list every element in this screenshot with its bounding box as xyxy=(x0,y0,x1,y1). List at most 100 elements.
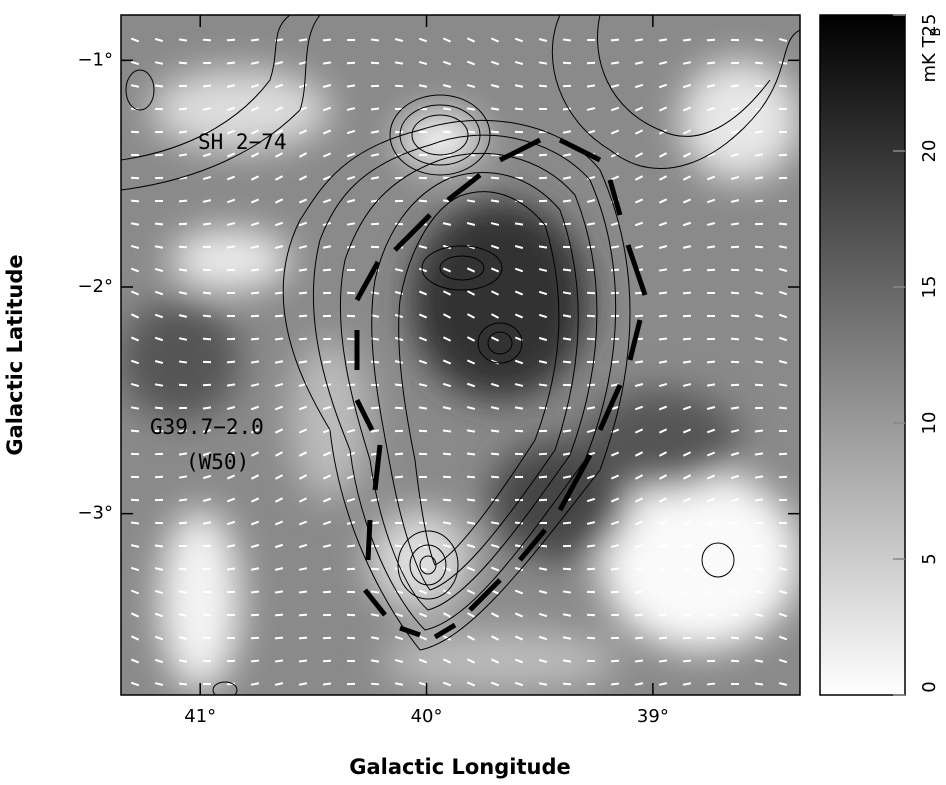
vector xyxy=(490,37,500,43)
vector xyxy=(586,428,596,434)
vector xyxy=(178,498,188,502)
vector xyxy=(346,613,356,617)
vector xyxy=(202,613,212,617)
vector xyxy=(394,360,404,364)
vector xyxy=(586,222,596,226)
vector xyxy=(490,612,500,618)
vector xyxy=(730,613,740,617)
vector xyxy=(250,383,260,387)
vector xyxy=(658,682,668,686)
vector xyxy=(442,429,452,433)
vector xyxy=(610,567,620,571)
vector xyxy=(514,429,524,433)
vector xyxy=(514,406,524,410)
vector xyxy=(178,38,188,42)
vector xyxy=(442,130,452,134)
vector xyxy=(394,130,404,134)
vector xyxy=(466,543,476,549)
vector xyxy=(754,636,764,640)
vector xyxy=(394,544,404,548)
vector xyxy=(322,405,332,411)
x-axis-label: Galactic Longitude xyxy=(349,755,570,779)
vector xyxy=(778,290,788,296)
vector xyxy=(274,268,284,272)
vector xyxy=(346,175,356,181)
vector xyxy=(562,429,572,433)
vector xyxy=(730,314,740,318)
vector xyxy=(466,521,476,525)
vector xyxy=(370,130,380,134)
vector xyxy=(322,129,332,135)
vector xyxy=(706,61,716,65)
vector xyxy=(466,681,476,687)
vector xyxy=(322,590,332,594)
vector xyxy=(298,198,308,204)
vector xyxy=(754,176,764,180)
vector xyxy=(490,543,500,549)
vector xyxy=(130,544,140,548)
vector xyxy=(274,198,284,204)
colorbar xyxy=(819,14,906,696)
vector xyxy=(202,337,212,341)
vector xyxy=(274,520,284,526)
vector xyxy=(466,290,476,296)
vector xyxy=(778,612,788,618)
vector xyxy=(658,129,668,135)
vector xyxy=(778,84,788,88)
vector xyxy=(370,429,380,433)
vector xyxy=(634,520,644,526)
vector xyxy=(490,130,500,134)
vector xyxy=(730,474,740,480)
vector xyxy=(322,198,332,204)
vector xyxy=(226,451,236,457)
vector xyxy=(250,268,260,272)
y-tick-label: −2° xyxy=(77,276,113,297)
vector xyxy=(658,659,668,663)
vector xyxy=(562,475,572,479)
vector xyxy=(658,38,668,42)
vector xyxy=(370,682,380,686)
vector xyxy=(250,152,260,158)
vector xyxy=(298,175,308,181)
vector xyxy=(490,84,500,88)
vector xyxy=(490,452,500,456)
vector xyxy=(298,152,308,158)
vector xyxy=(370,613,380,617)
vector xyxy=(682,360,692,364)
vector xyxy=(130,222,140,226)
vector xyxy=(754,291,764,295)
vector xyxy=(202,107,212,111)
vector xyxy=(202,474,212,480)
vector xyxy=(322,451,332,457)
vector xyxy=(514,313,524,319)
vector xyxy=(250,245,260,249)
vector xyxy=(538,590,548,594)
vector xyxy=(490,290,500,296)
vector xyxy=(370,360,380,364)
vector xyxy=(490,475,500,479)
vector xyxy=(202,199,212,203)
vector xyxy=(658,337,668,341)
vector xyxy=(754,38,764,42)
vector xyxy=(298,682,308,686)
vector xyxy=(275,474,283,480)
vector xyxy=(130,566,140,572)
vector xyxy=(466,452,476,456)
vector xyxy=(610,268,620,272)
vector xyxy=(490,382,500,388)
vector xyxy=(658,567,668,571)
vector xyxy=(442,37,452,43)
vector xyxy=(754,337,764,341)
vector xyxy=(418,589,428,595)
vector xyxy=(250,291,260,295)
vector xyxy=(562,130,572,134)
vector xyxy=(154,61,164,65)
vector xyxy=(250,613,260,617)
vector xyxy=(706,222,716,226)
vector xyxy=(658,543,668,549)
vector xyxy=(658,405,668,411)
vector xyxy=(442,359,452,365)
vector xyxy=(586,314,596,318)
vector xyxy=(274,175,284,181)
vector xyxy=(467,635,475,641)
